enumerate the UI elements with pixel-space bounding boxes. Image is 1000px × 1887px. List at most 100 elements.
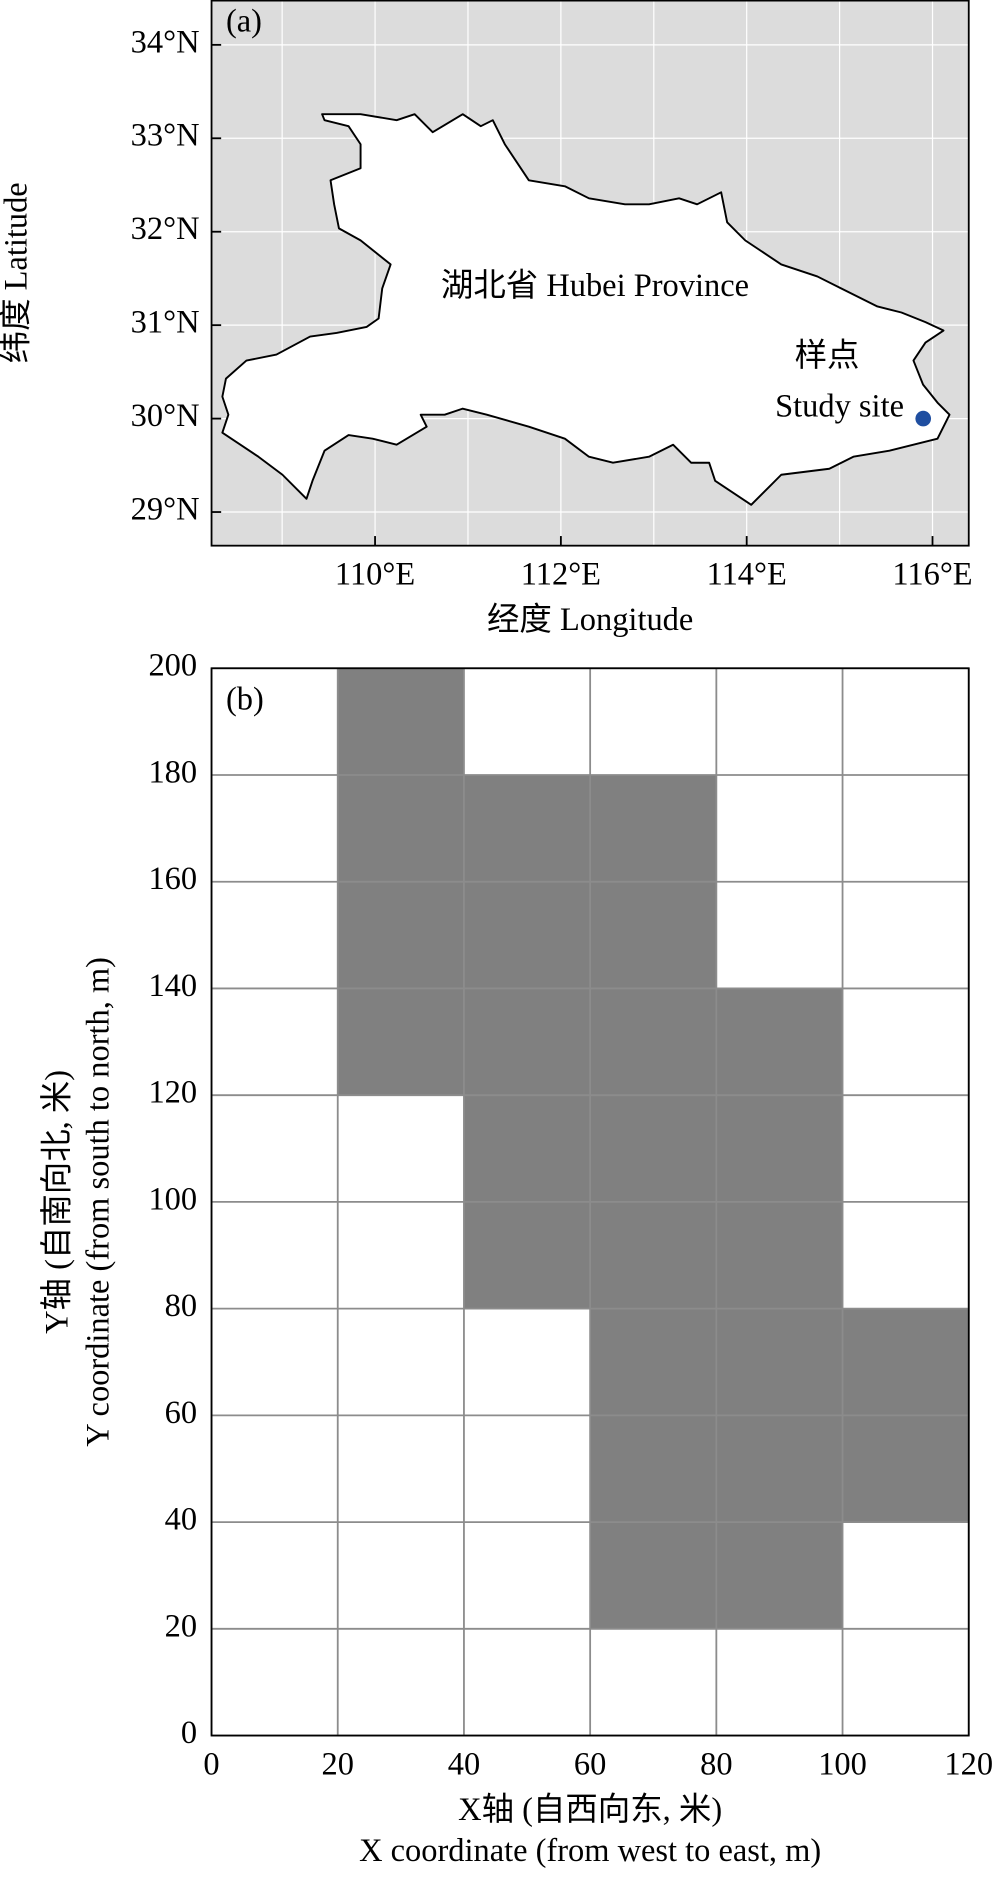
panel-label: (b): [226, 681, 264, 717]
grid-cell: [590, 1201, 717, 1309]
grid-cell: [716, 1628, 843, 1736]
grid-cell: [842, 1201, 969, 1309]
grid-cell: [842, 774, 969, 882]
grid-cell: [211, 1308, 338, 1416]
grid-cell: [716, 1201, 843, 1309]
axes-frame: [210, 0, 970, 547]
y-axis-label: 纬度 Latitude: [0, 182, 35, 363]
point-label: 样点: [795, 337, 860, 374]
grid-cell: [337, 1415, 464, 1523]
grid-cell: [463, 1415, 591, 1523]
grid-cell: [337, 1522, 464, 1629]
grid-cell: [590, 774, 717, 882]
hubei-outline: [221, 113, 951, 506]
grid-cell: [463, 774, 591, 882]
y-tick-label: 180: [148, 754, 197, 790]
axes-frame: [210, 667, 970, 1737]
y-axis-label: Y coordinate (from south to north, m): [80, 957, 116, 1447]
grid-cell: [842, 1095, 969, 1202]
x-tick-label: 60: [574, 1746, 606, 1782]
y-tick-label: 0: [181, 1715, 197, 1751]
grid-cell: [716, 774, 843, 882]
grid-cell: [716, 1522, 843, 1629]
grid-cell: [211, 774, 338, 882]
x-tick-label: 110°E: [335, 556, 415, 592]
grid-cell: [337, 1095, 464, 1202]
grid-cell: [842, 1308, 969, 1416]
y-tick-label: 20: [165, 1608, 197, 1644]
y-tick-label: 120: [148, 1075, 197, 1111]
grid-cell: [463, 1095, 591, 1202]
x-tick-label: 0: [203, 1746, 219, 1782]
region-label: 湖北省 Hubei Province: [441, 267, 749, 304]
y-tick-label: 200: [148, 648, 197, 684]
grid-cell: [590, 1095, 717, 1202]
grid-cell: [211, 988, 338, 1096]
grid-cell: [463, 1628, 591, 1736]
grid-cell: [842, 668, 969, 775]
y-tick-label: 30°N: [131, 398, 200, 434]
y-tick-label: 100: [148, 1181, 197, 1217]
grid-cell: [337, 1308, 464, 1416]
x-axis-label: X coordinate (from west to east, m): [359, 1833, 821, 1869]
grid-cell: [842, 1415, 969, 1523]
point-label: Study site: [775, 388, 904, 424]
grid-cell: [337, 1201, 464, 1309]
grid-cell: [211, 1095, 338, 1202]
x-axis-label: X轴 (自西向东, 米): [458, 1791, 722, 1828]
grid-cell: [716, 668, 843, 775]
x-tick-label: 116°E: [892, 556, 972, 592]
grid-cell: [716, 1095, 843, 1202]
grid-cell: [716, 881, 843, 989]
grid-cell: [337, 988, 464, 1096]
x-tick-label: 20: [322, 1746, 354, 1782]
grid-cell: [463, 1522, 591, 1629]
grid-cell: [463, 668, 591, 775]
y-tick-label: 33°N: [131, 118, 200, 154]
grid-cell: [463, 1308, 591, 1416]
grid-cell: [590, 1628, 717, 1736]
grid-cell: [211, 1522, 338, 1629]
y-tick-label: 80: [165, 1288, 197, 1324]
grid-cell: [590, 881, 717, 989]
grid-cell: [211, 881, 338, 989]
grid-cell: [211, 1201, 338, 1309]
y-tick-label: 40: [165, 1502, 197, 1538]
grid-cell: [337, 881, 464, 989]
grid-cell: [842, 881, 969, 989]
grid-cell: [842, 988, 969, 1096]
grid-cell: [463, 988, 591, 1096]
grid-cell: [463, 1201, 591, 1309]
y-axis-label: Y轴 (自南向北, 米): [39, 1070, 76, 1334]
grid-cell: [716, 988, 843, 1096]
grid-cell: [337, 774, 464, 882]
x-tick-label: 112°E: [521, 556, 601, 592]
grid-cell: [590, 1522, 717, 1629]
grid-cell: [211, 1415, 338, 1523]
y-tick-label: 31°N: [131, 305, 200, 341]
grid-cell: [716, 1415, 843, 1523]
grid-cell: [590, 1308, 717, 1416]
grid-cell: [337, 1628, 464, 1736]
grid-cell: [211, 1628, 338, 1736]
grid-cell: [842, 1628, 969, 1736]
x-tick-label: 80: [700, 1746, 732, 1782]
grid-cell: [590, 1415, 717, 1523]
x-tick-label: 40: [448, 1746, 480, 1782]
x-axis-label: 经度 Longitude: [487, 601, 693, 638]
grid-cell: [590, 988, 717, 1096]
y-tick-label: 60: [165, 1395, 197, 1431]
y-tick-label: 29°N: [131, 491, 200, 527]
y-tick-label: 32°N: [131, 211, 200, 247]
y-tick-label: 34°N: [131, 24, 200, 60]
grid-cell: [337, 668, 464, 775]
x-tick-label: 114°E: [707, 556, 787, 592]
x-tick-label: 120: [944, 1746, 993, 1782]
study-site-point: [915, 410, 932, 427]
grid-cell: [842, 1522, 969, 1629]
grid-cell: [590, 668, 717, 775]
y-tick-label: 160: [148, 861, 197, 897]
grid-cell: [463, 881, 591, 989]
